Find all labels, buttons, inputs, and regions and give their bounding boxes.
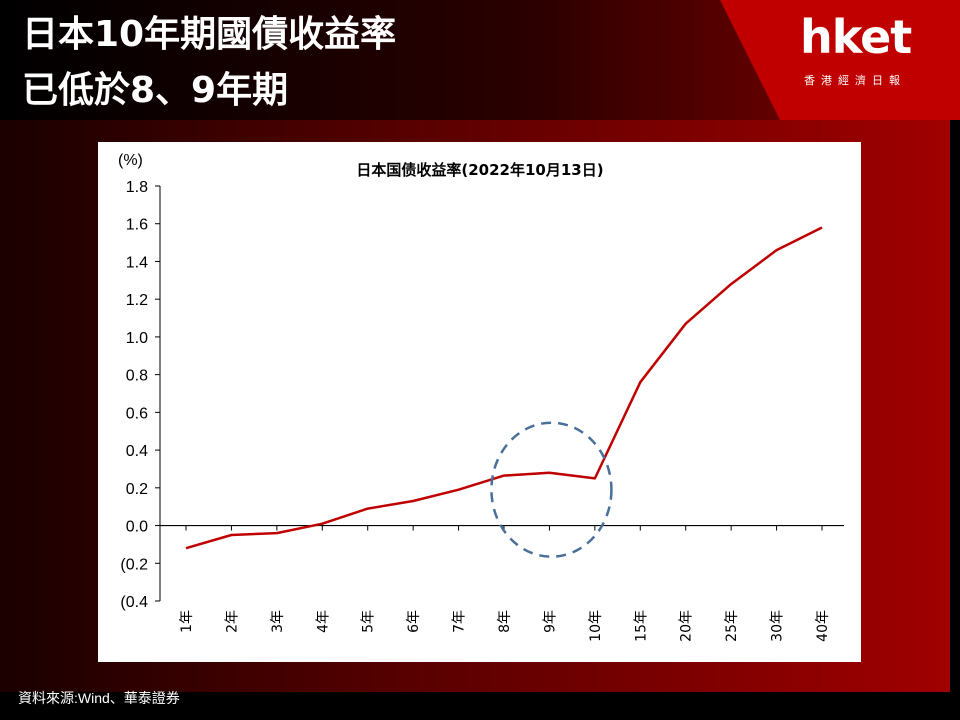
x-axis: 1年 2年 3年 4年 5年 6年 7年 8年 9年 10年 15年 20年 25年 30年 40年 xyxy=(160,524,844,642)
y-tick-label: 1.6 xyxy=(126,217,148,234)
y-tick-label: (0.4 xyxy=(120,594,148,611)
x-tick-label: 4年 xyxy=(315,610,331,633)
y-tick-label: 0.4 xyxy=(126,443,148,460)
x-tick-label: 30年 xyxy=(770,610,786,642)
y-tick-label: 0.2 xyxy=(126,481,148,498)
headline-line-2: 已低於8、9年期 xyxy=(22,70,289,111)
y-tick-label: 1.8 xyxy=(126,179,148,196)
x-tick-label: 15年 xyxy=(633,610,649,642)
chart-title: 日本国债收益率(2022年10月13日) xyxy=(356,161,603,179)
series-line xyxy=(185,226,823,550)
x-tick-label: 9年 xyxy=(542,610,558,633)
source-note: 資料來源:Wind、華泰證券 xyxy=(18,690,180,706)
y-axis: 1.8 1.6 1.4 1.2 1.0 0.8 0.6 0.4 0.2 0.0 (0.2 (0.4 xyxy=(120,179,161,611)
hket-logo-subtitle: 香港經濟日報 xyxy=(804,74,906,87)
y-axis-unit-label: (%) xyxy=(118,152,143,169)
x-tick-label: 40年 xyxy=(815,610,831,642)
y-tick-label: 1.0 xyxy=(126,330,148,347)
x-tick-label: 1年 xyxy=(179,610,195,633)
annotations xyxy=(490,421,613,558)
chart-panel: 日本国债收益率(2022年10月13日) (%) 1.8 1.6 1.4 1.2 1.0… xyxy=(98,142,861,662)
series-lines xyxy=(185,226,823,550)
y-tick-label: (0.2 xyxy=(120,556,148,573)
x-tick-label: 8年 xyxy=(497,610,513,633)
x-tick-label: 5年 xyxy=(361,610,377,633)
x-tick-label: 7年 xyxy=(452,610,468,633)
hket-logo: hket xyxy=(800,10,912,64)
headline-line-1: 日本10年期國債收益率 xyxy=(22,14,397,55)
y-tick-label: 0.6 xyxy=(126,405,148,422)
x-tick-label: 20年 xyxy=(679,610,695,642)
x-tick-label: 10年 xyxy=(588,610,604,642)
yield-curve-chart: 日本国债收益率(2022年10月13日) (%) 1.8 1.6 1.4 1.2 1.0… xyxy=(118,152,844,642)
y-tick-label: 0.0 xyxy=(126,519,148,536)
y-tick-label: 0.8 xyxy=(126,368,148,385)
dashed-circle-annotation xyxy=(490,421,613,558)
y-tick-label: 1.4 xyxy=(126,254,148,271)
x-tick-label: 6年 xyxy=(406,610,422,633)
x-tick-label: 3年 xyxy=(270,610,286,633)
x-tick-label: 2年 xyxy=(224,610,240,633)
x-tick-label: 25年 xyxy=(724,610,740,642)
y-tick-label: 1.2 xyxy=(126,292,148,309)
